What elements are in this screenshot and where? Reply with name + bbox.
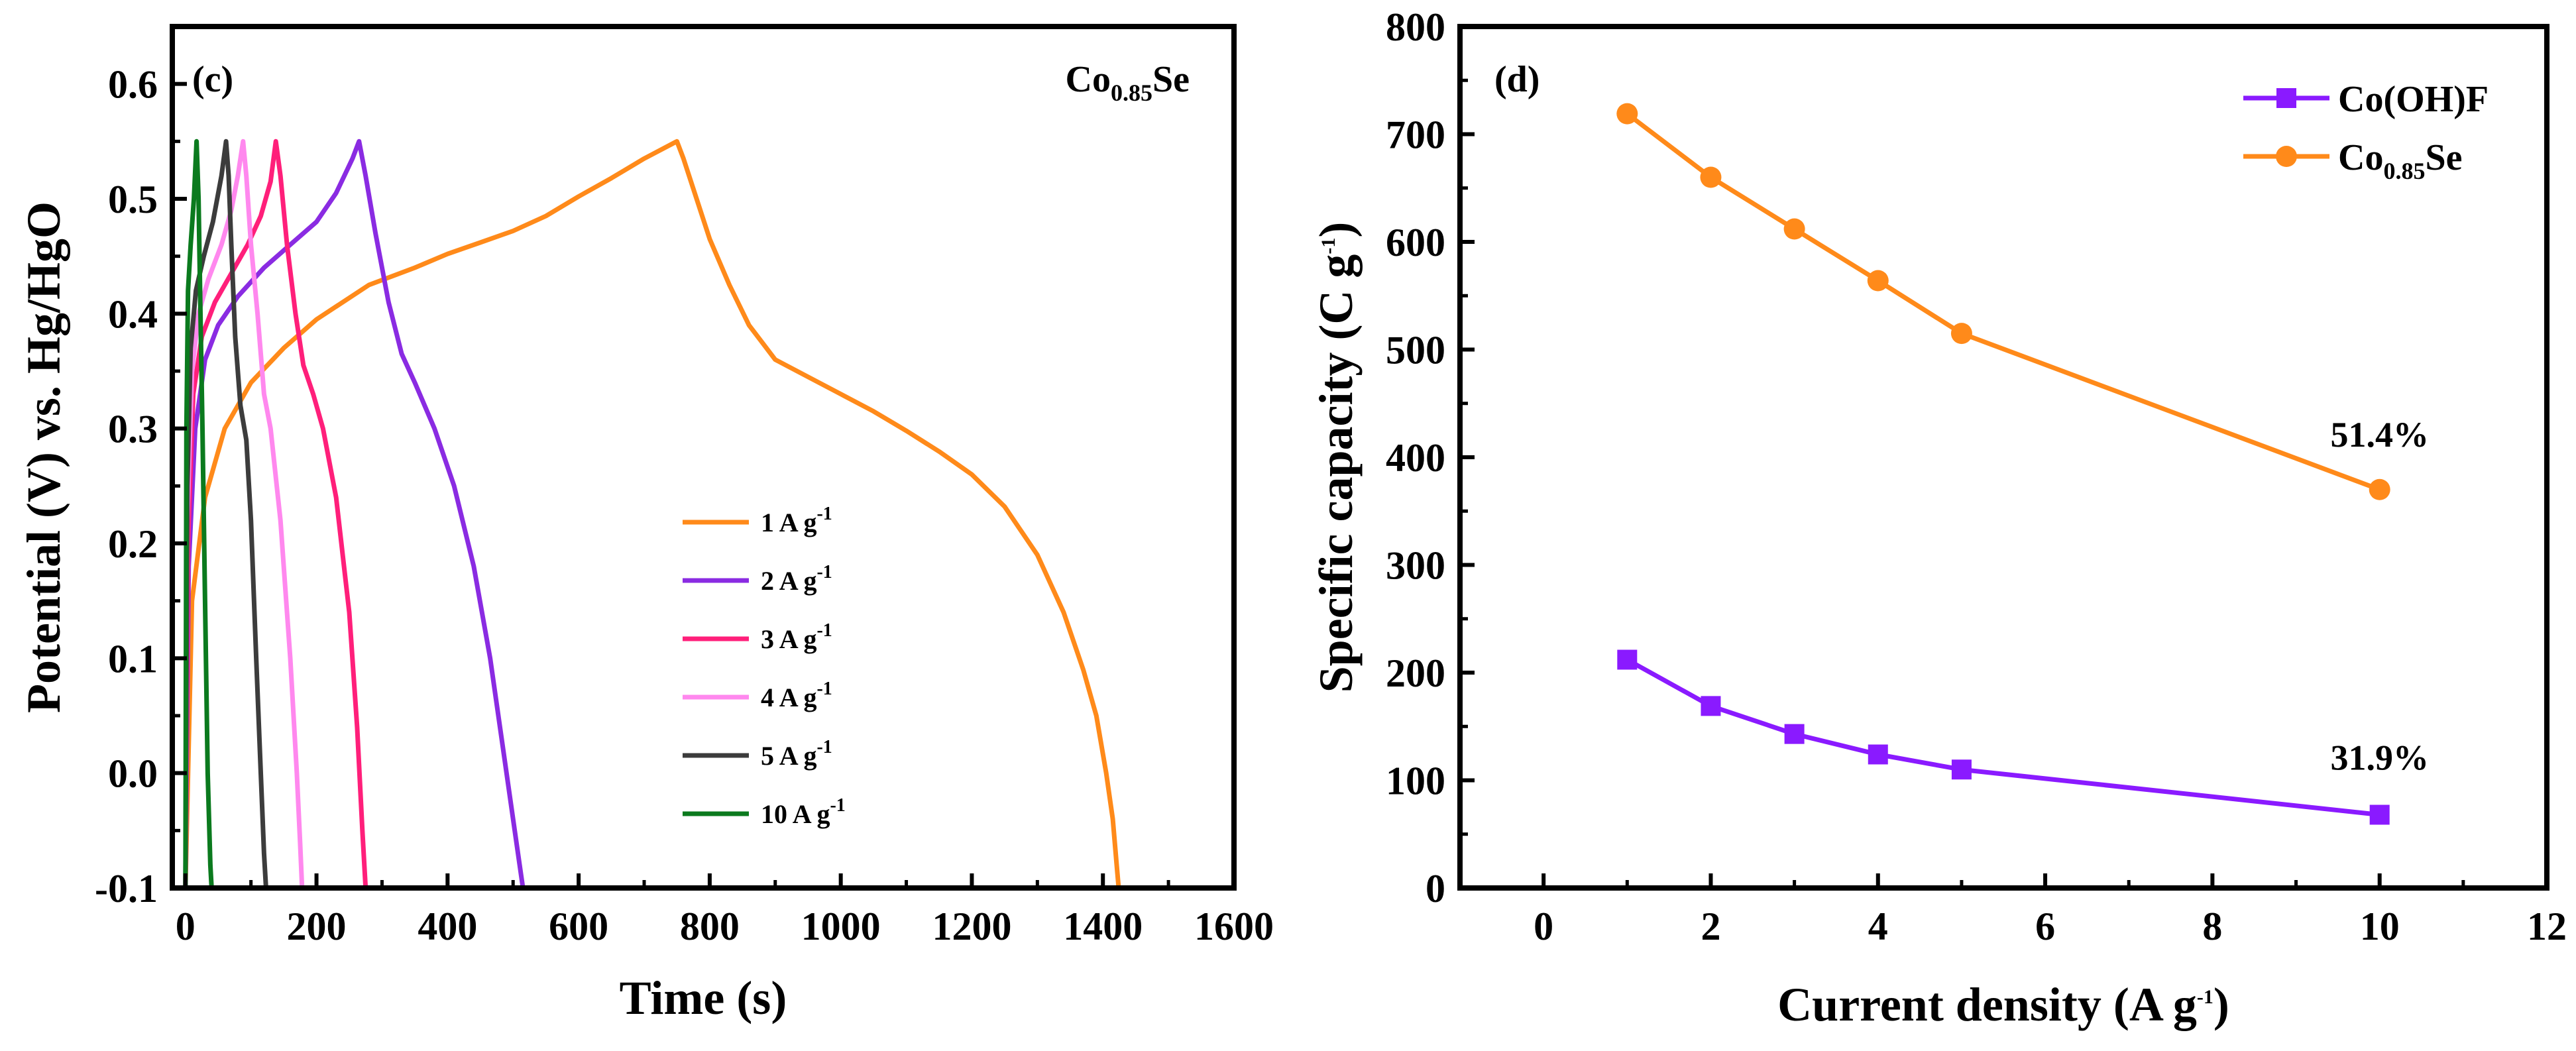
x-tick-label: 2 <box>1701 905 1720 948</box>
panel-d-series-group <box>1616 103 2390 825</box>
y-tick-label: 200 <box>1386 651 1445 695</box>
x-tick-label: 1400 <box>1063 905 1143 948</box>
y-tick-label: 0.6 <box>108 63 158 107</box>
x-tick-label: 10 <box>2360 905 2400 948</box>
x-tick-label: 800 <box>680 905 740 948</box>
panel-c-tick-labels-group: 0 200 400 600 800 1000 1200 1400 1600 -0.1 0.0 0.1 0… <box>95 63 1274 948</box>
series-line-co0-85se <box>1626 111 2380 492</box>
data-point-co0-85se <box>1950 323 1972 345</box>
x-tick-label: 12 <box>2527 905 2567 948</box>
retention-annotation: 31.9% <box>2330 738 2429 777</box>
panel-d-capacity-plot: 0 2 4 6 8 10 12 0 100 200 300 400 500 600 700 800 (d) C… <box>1310 5 2567 1031</box>
panel-c-label: (c) <box>192 59 233 100</box>
y-tick-label: 800 <box>1386 5 1445 49</box>
legend-label-5-A-g: 5 A g-1 <box>761 737 832 771</box>
legend-marker-square <box>2276 88 2296 108</box>
panel-c-plot-frame <box>170 24 1237 891</box>
y-tick-label: 0.3 <box>108 408 158 451</box>
data-point-co0-85se <box>1867 270 1889 292</box>
y-tick-label: 0.5 <box>108 178 158 221</box>
y-tick-label: 500 <box>1386 329 1445 372</box>
series-line-2-A-g <box>183 138 526 889</box>
series-line-10-A-g <box>183 138 214 889</box>
y-tick-label: 400 <box>1386 436 1445 480</box>
y-tick-label: -0.1 <box>95 867 158 911</box>
panel-d-tick-labels-group: 0 2 4 6 8 10 12 0 100 200 300 400 500 600 700 800 <box>1386 5 2567 948</box>
y-tick-label: 0.4 <box>108 292 158 336</box>
x-tick-label: 600 <box>549 905 608 948</box>
legend-label-4-A-g: 4 A g-1 <box>761 679 832 712</box>
legend-label-3-A-g: 3 A g-1 <box>761 620 832 654</box>
panel-c-legend: 1 A g-1 2 A g-1 3 A g-1 4 A g-1 5 A g-1 10 A … <box>683 504 846 829</box>
y-tick-label: 0.2 <box>108 522 158 566</box>
x-tick-label: 1600 <box>1194 905 1274 948</box>
panel-d-label: (d) <box>1494 59 1540 100</box>
x-tick-label: 8 <box>2202 905 2222 948</box>
x-tick-label: 4 <box>1868 905 1888 948</box>
panel-c-series-group <box>183 138 1121 889</box>
y-tick-label: 100 <box>1386 759 1445 803</box>
data-point-co-oh-f <box>1701 696 1721 716</box>
data-point-co-oh-f <box>1868 744 1888 765</box>
series-line-3-A-g <box>183 138 368 889</box>
legend-label-co-oh-f: Co(OH)F <box>2338 79 2489 120</box>
data-point-co-oh-f <box>1951 759 1972 780</box>
panel-d-x-axis-label: Current density (A g-1) <box>1777 978 2229 1031</box>
data-point-co0-85se <box>1700 166 1722 188</box>
x-tick-label: 1000 <box>801 905 881 948</box>
legend-label-2-A-g: 2 A g-1 <box>761 562 832 596</box>
x-tick-label: 6 <box>2035 905 2055 948</box>
x-tick-label: 1200 <box>932 905 1011 948</box>
legend-label-co0-85se: Co0.85Se <box>2338 137 2462 184</box>
panel-c-ticks-group <box>172 82 1236 890</box>
panel-c-charge-discharge-plot: 0 200 400 600 800 1000 1200 1400 1600 -0.1 0.0 0.1 0… <box>17 24 1274 1024</box>
y-tick-label: 600 <box>1386 221 1445 264</box>
y-tick-label: 700 <box>1386 113 1445 157</box>
data-point-co-oh-f <box>2369 804 2390 825</box>
y-tick-label: 300 <box>1386 544 1445 588</box>
data-point-co0-85se <box>1616 103 1638 125</box>
data-point-co0-85se <box>1783 218 1805 240</box>
panel-c-material-annotation: Co0.85Se <box>1066 59 1190 106</box>
panel-d-ticks-group <box>1458 25 2549 890</box>
y-tick-label: 0 <box>1426 867 1445 911</box>
retention-annotation: 51.4% <box>2330 415 2429 455</box>
panel-d-y-axis-label: Specific capacity (C g-1) <box>1310 222 1363 693</box>
x-tick-label: 0 <box>1534 905 1553 948</box>
panel-d-legend: Co(OH)F Co0.85Se <box>2243 79 2489 184</box>
data-point-co0-85se <box>2369 478 2390 500</box>
data-point-co-oh-f <box>1784 724 1805 744</box>
x-tick-label: 200 <box>287 905 347 948</box>
series-line-5-A-g <box>183 138 268 889</box>
legend-label-10-A-g: 10 A g-1 <box>761 795 846 829</box>
x-tick-label: 400 <box>418 905 477 948</box>
series-line-co-oh-f <box>1626 657 2380 817</box>
legend-marker-circle <box>2276 146 2297 167</box>
series-line-1-A-g <box>183 138 1121 889</box>
y-tick-label: 0.1 <box>108 637 158 681</box>
data-point-co-oh-f <box>1617 649 1638 670</box>
legend-label-1-A-g: 1 A g-1 <box>761 504 832 537</box>
panel-c-y-axis-label: Potential (V) vs. Hg/HgO <box>17 201 70 713</box>
x-tick-label: 0 <box>176 905 196 948</box>
y-tick-label: 0.0 <box>108 752 158 796</box>
panel-c-x-axis-label: Time (s) <box>620 971 787 1024</box>
panel-d-annotations: 51.4% 31.9% <box>2330 415 2429 778</box>
